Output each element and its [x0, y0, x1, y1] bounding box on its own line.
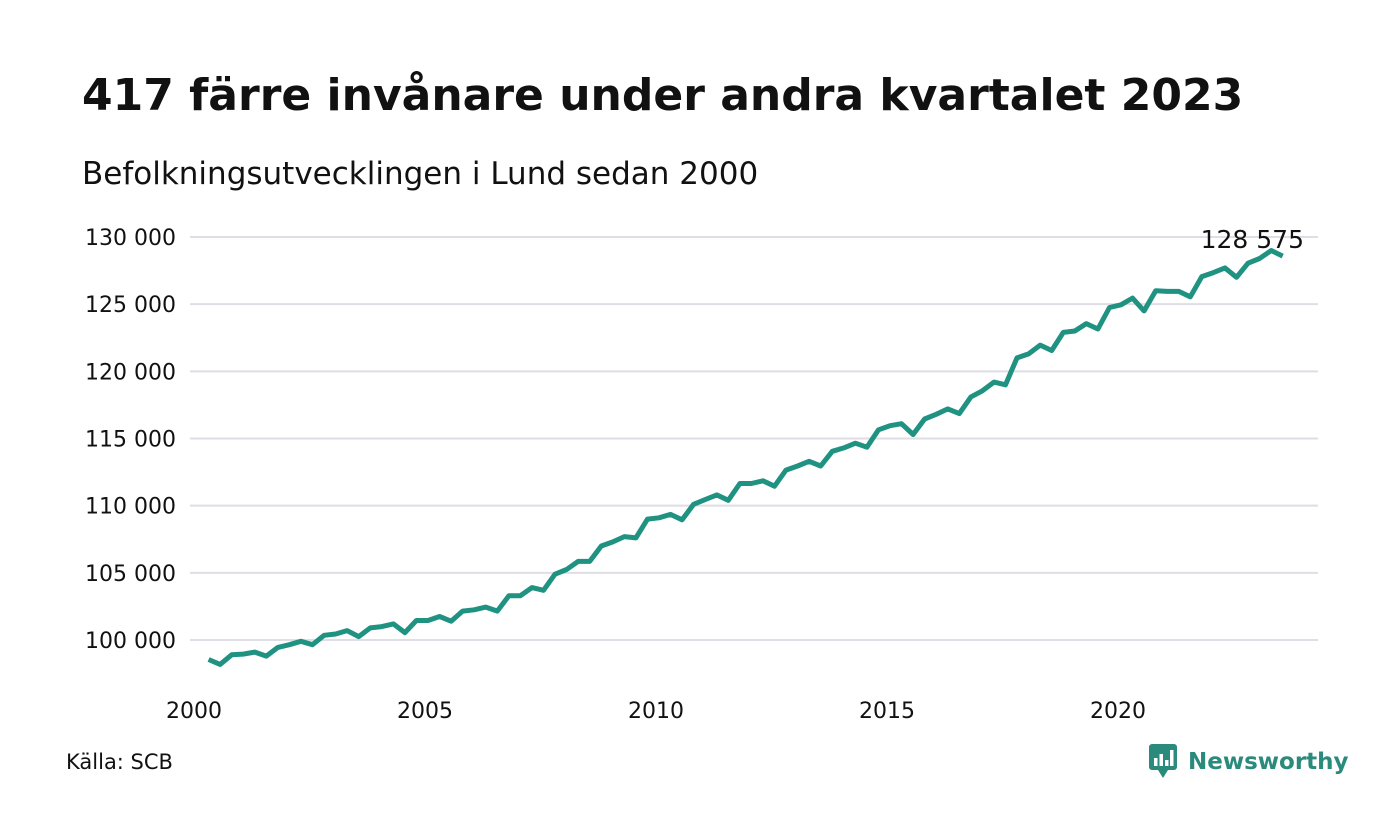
x-tick-label: 2015: [859, 699, 915, 724]
y-tick-label: 115 000: [85, 428, 176, 453]
grid-lines: [190, 236, 1318, 641]
x-tick-label: 2010: [628, 699, 684, 724]
chart-title: 417 färre invånare under andra kvartalet…: [82, 70, 1244, 121]
y-tick-label: 125 000: [85, 293, 176, 318]
y-tick-label: 110 000: [85, 495, 176, 520]
y-tick-label: 120 000: [85, 360, 176, 385]
chart-subtitle: Befolkningsutvecklingen i Lund sedan 200…: [82, 156, 759, 192]
x-tick-label: 2005: [397, 699, 453, 724]
x-axis-ticks: 2000 2005 2010 2015 2020: [166, 699, 1146, 724]
newsworthy-logo-icon: [1148, 741, 1178, 783]
series-line: [207, 248, 1284, 667]
y-tick-label: 105 000: [85, 562, 176, 587]
series-layer: [207, 248, 1284, 667]
brand-name: Newsworthy: [1188, 749, 1349, 775]
end-value-label: 128 575: [1201, 225, 1304, 254]
y-tick-label: 130 000: [85, 226, 176, 251]
y-tick-label: 100 000: [85, 629, 176, 654]
label-layer: 128 575: [1201, 225, 1304, 254]
y-axis-ticks: 100 000 105 000 110 000 115 000 120 000 125 0…: [85, 226, 176, 654]
source-note: Källa: SCB: [66, 750, 173, 774]
x-tick-label: 2020: [1090, 699, 1146, 724]
x-tick-label: 2000: [166, 699, 222, 724]
brand-logo: Newsworthy: [1148, 742, 1349, 782]
